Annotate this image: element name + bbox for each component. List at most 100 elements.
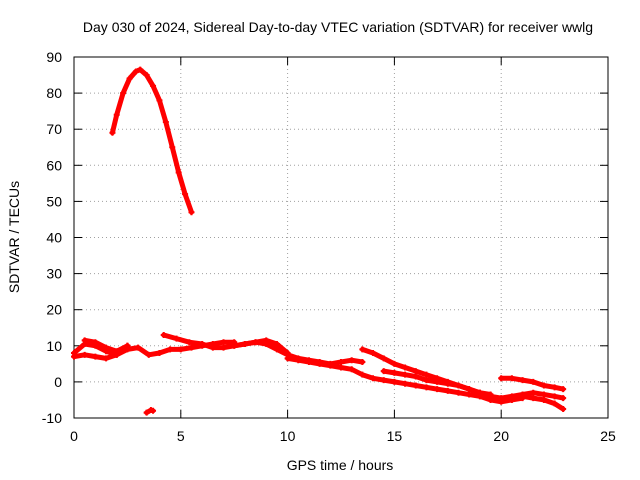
y-axis-label: SDTVAR / TECUs	[6, 181, 22, 293]
series-arc-c	[81, 337, 131, 355]
data-point	[359, 371, 366, 378]
data-point	[540, 396, 547, 403]
data-point	[120, 90, 127, 97]
x-tick-label: 20	[493, 428, 509, 444]
data-point	[188, 209, 195, 216]
data-point	[434, 386, 441, 393]
data-point	[412, 368, 419, 375]
data-point	[551, 384, 558, 391]
series-arc-f	[284, 355, 526, 405]
data-point	[391, 360, 398, 367]
data-point	[156, 97, 163, 104]
x-tick-label: 5	[177, 428, 185, 444]
data-point	[182, 191, 189, 198]
data-point	[519, 377, 526, 384]
data-point	[126, 75, 133, 82]
data-point	[135, 344, 142, 351]
data-point	[150, 407, 157, 414]
data-point	[402, 364, 409, 371]
data-point	[455, 389, 462, 396]
data-point	[487, 393, 494, 400]
series-arc-high	[109, 66, 195, 216]
y-tick-label: 40	[46, 230, 62, 246]
y-tick-label: 90	[46, 49, 62, 65]
series-arc-j	[498, 375, 567, 393]
data-point	[551, 393, 558, 400]
data-point	[423, 377, 430, 384]
data-point	[156, 350, 163, 357]
data-point	[295, 357, 302, 364]
data-point	[284, 355, 291, 362]
data-point	[175, 169, 182, 176]
y-tick-label: 0	[54, 374, 62, 390]
data-point	[508, 375, 515, 382]
data-point	[423, 371, 430, 378]
data-point	[160, 331, 167, 338]
data-point	[466, 391, 473, 398]
data-point	[316, 360, 323, 367]
data-point	[143, 409, 150, 416]
data-point	[188, 344, 195, 351]
data-point	[434, 378, 441, 385]
data-point	[231, 342, 238, 349]
data-point	[113, 111, 120, 118]
data-point	[209, 344, 216, 351]
data-point	[391, 378, 398, 385]
data-point	[455, 382, 462, 389]
data-point	[103, 344, 110, 351]
x-axis-label: GPS time / hours	[287, 457, 394, 473]
data-point	[92, 353, 99, 360]
data-point	[551, 400, 558, 407]
data-point	[199, 340, 206, 347]
data-point	[169, 144, 176, 151]
data-point	[348, 357, 355, 364]
data-point	[402, 380, 409, 387]
y-tick-label: 70	[46, 121, 62, 137]
series-arc-k	[519, 393, 567, 412]
data-point	[81, 337, 88, 344]
data-point	[145, 351, 152, 358]
data-point	[508, 393, 515, 400]
data-point	[476, 389, 483, 396]
data-point	[186, 339, 193, 346]
x-tick-label: 10	[280, 428, 296, 444]
data-point	[167, 346, 174, 353]
data-point	[402, 371, 409, 378]
data-point	[380, 355, 387, 362]
series-line	[109, 67, 194, 215]
data-point	[370, 350, 377, 357]
data-point	[273, 346, 280, 353]
data-point	[137, 66, 144, 73]
data-point	[103, 355, 110, 362]
data-point	[359, 346, 366, 353]
data-point	[109, 129, 116, 136]
data-point	[412, 382, 419, 389]
y-tick-label: 10	[46, 338, 62, 354]
data-point	[132, 68, 139, 75]
x-tick-label: 15	[387, 428, 403, 444]
data-point	[391, 369, 398, 376]
y-tick-label: 30	[46, 266, 62, 282]
y-tick-label: 50	[46, 193, 62, 209]
data-point	[412, 373, 419, 380]
data-point	[220, 339, 227, 346]
data-point	[173, 335, 180, 342]
x-tick-label: 0	[70, 428, 78, 444]
data-point	[560, 395, 567, 402]
data-point	[305, 359, 312, 366]
data-point	[338, 359, 344, 366]
data-point	[444, 380, 451, 387]
x-tick-label: 25	[600, 428, 616, 444]
data-point	[530, 378, 537, 385]
data-point	[92, 339, 99, 346]
data-point	[177, 346, 184, 353]
data-point	[263, 340, 270, 347]
data-point	[540, 382, 547, 389]
y-tick-label: 80	[46, 85, 62, 101]
data-point	[560, 405, 567, 412]
data-point	[540, 391, 547, 398]
y-tick-label: 20	[46, 302, 62, 318]
series-arc-d	[160, 331, 291, 357]
data-point	[81, 351, 88, 358]
